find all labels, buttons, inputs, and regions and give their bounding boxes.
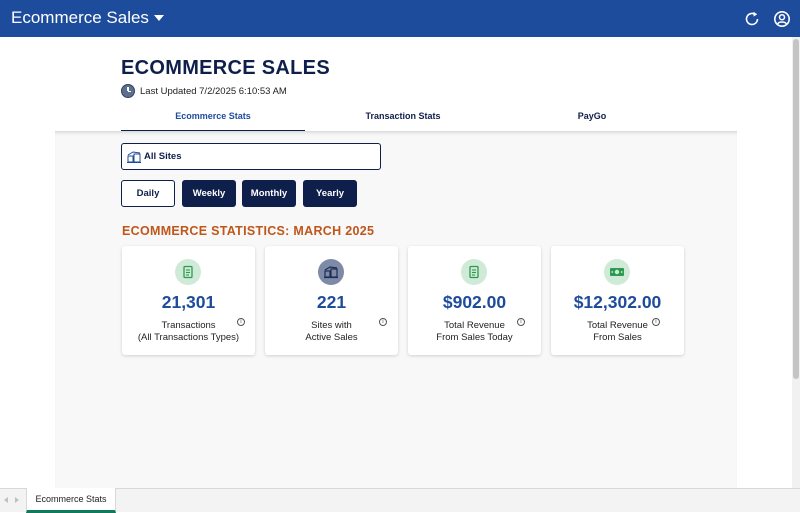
section-title: ECOMMERCE STATISTICS: MARCH 2025 <box>122 224 375 238</box>
card-label-line2: From Sales <box>593 331 642 343</box>
site-select[interactable]: All Sites <box>121 143 381 170</box>
tab-transaction-stats[interactable]: Transaction Stats <box>365 111 441 121</box>
card-value: 221 <box>316 292 347 312</box>
sheet-tab-ecommerce-stats[interactable]: Ecommerce Stats <box>26 488 116 513</box>
user-account-icon[interactable] <box>773 10 791 28</box>
card-label-line1: Transactions <box>161 320 216 331</box>
receipt-icon <box>175 259 201 285</box>
daily-button[interactable]: Daily <box>121 180 175 207</box>
info-icon[interactable]: i <box>237 318 245 326</box>
card-label-line1: Total Revenue <box>444 320 505 331</box>
card-label: Total Revenue From Sales Today <box>408 320 541 343</box>
stat-card-transactions: 21,301 Transactions (All Transactions Ty… <box>122 246 255 355</box>
card-value: 21,301 <box>161 292 216 312</box>
stat-card-revenue-total: $12,302.00 Total Revenue From Sales i <box>551 246 684 355</box>
receipt-icon <box>461 259 487 285</box>
site-select-value: All Sites <box>144 151 182 162</box>
card-label-line2: (All Transactions Types) <box>137 331 240 343</box>
page-scrollbar[interactable] <box>792 37 800 488</box>
sites-icon <box>318 259 344 285</box>
last-updated: Last Updated 7/2/2025 6:10:53 AM <box>121 84 287 98</box>
info-icon[interactable]: i <box>379 318 387 326</box>
yearly-button[interactable]: Yearly <box>303 180 357 207</box>
info-icon[interactable]: i <box>517 318 525 326</box>
stat-card-revenue-today: $902.00 Total Revenue From Sales Today i <box>408 246 541 355</box>
refresh-icon[interactable] <box>743 10 761 28</box>
card-value: $902.00 <box>442 292 507 312</box>
bottom-tab-bar: Ecommerce Stats <box>0 488 800 513</box>
card-label: Total Revenue From Sales <box>551 320 684 343</box>
app-title: Ecommerce Sales <box>11 8 149 27</box>
card-label-line1: Total Revenue <box>587 320 648 331</box>
clock-icon <box>121 84 135 98</box>
tab-ecommerce-stats[interactable]: Ecommerce Stats <box>121 106 305 132</box>
monthly-button[interactable]: Monthly <box>242 180 296 207</box>
tab-scroll-left-icon[interactable] <box>4 497 8 503</box>
weekly-button[interactable]: Weekly <box>182 180 236 207</box>
app-title-dropdown[interactable]: Ecommerce Sales <box>11 7 164 29</box>
card-label: Transactions (All Transactions Types) <box>122 320 255 343</box>
last-updated-text: Last Updated 7/2/2025 6:10:53 AM <box>140 85 287 97</box>
tab-scroll-right-icon[interactable] <box>15 497 19 503</box>
card-label: Sites with Active Sales <box>265 320 398 343</box>
card-label-line2: Active Sales <box>305 331 358 343</box>
card-value: $12,302.00 <box>573 292 662 312</box>
tab-bar: Ecommerce Stats Transaction Stats PayGo <box>121 106 737 132</box>
tab-paygo[interactable]: PayGo <box>577 111 607 121</box>
card-label-line1: Sites with <box>311 320 352 331</box>
top-bar: Ecommerce Sales <box>0 0 800 37</box>
card-label-line2: From Sales Today <box>436 331 513 343</box>
caret-down-icon <box>153 15 164 21</box>
page-title: ECOMMERCE SALES <box>121 57 330 79</box>
page-scrollbar-thumb[interactable] <box>793 39 799 379</box>
stat-card-sites: 221 Sites with Active Sales i <box>265 246 398 355</box>
sites-icon <box>127 150 141 163</box>
cash-icon <box>604 259 630 285</box>
info-icon[interactable]: i <box>652 318 660 326</box>
